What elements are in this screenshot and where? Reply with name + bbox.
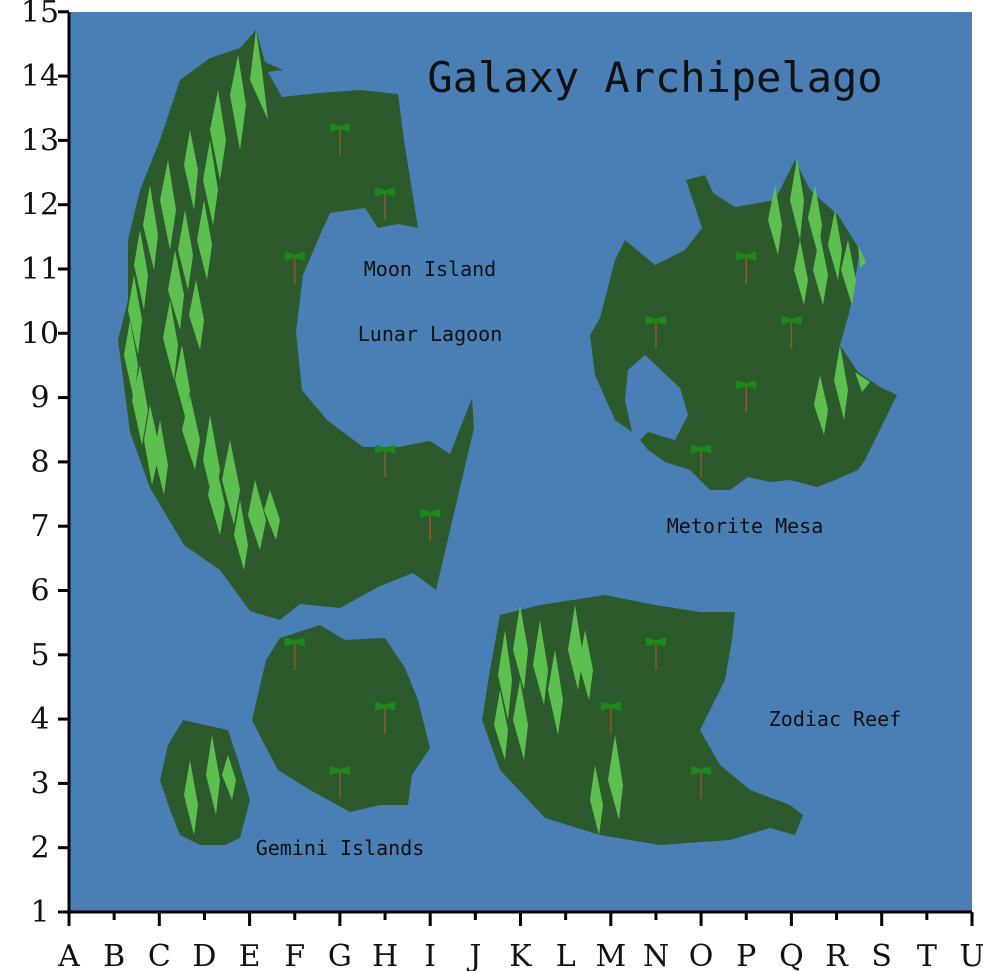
y-tick-label: 14 [21, 59, 59, 94]
x-tick-label: O [689, 939, 714, 971]
palm-tree-icon [735, 380, 757, 413]
y-tick-label: 3 [30, 766, 49, 801]
x-tick-label: R [825, 939, 849, 971]
gemini-island-west [160, 720, 250, 845]
x-tick-label: A [57, 939, 80, 971]
map-title: Galaxy Archipelago [427, 53, 882, 102]
palm-tree-icon [690, 766, 712, 799]
palm-tree-icon [645, 316, 667, 349]
y-tick-label: 7 [30, 509, 49, 544]
y-tick-label: 15 [21, 0, 59, 30]
y-tick-label: 4 [30, 702, 49, 737]
x-tick-label: B [103, 939, 125, 971]
palm-tree-icon [780, 316, 802, 349]
y-tick-label: 5 [30, 638, 49, 673]
palm-tree-icon [645, 637, 667, 670]
palm-tree-icon [284, 251, 306, 285]
y-tick-label: 1 [30, 895, 49, 930]
x-tick-label: K [509, 939, 532, 971]
label-metorite-mesa: Metorite Mesa [667, 514, 824, 538]
palm-tree-icon [329, 766, 351, 799]
palm-tree-icon [284, 637, 306, 670]
label-lunar-lagoon: Lunar Lagoon [358, 322, 503, 346]
y-tick-label: 10 [21, 316, 59, 351]
y-tick-label: 13 [21, 123, 59, 158]
x-tick-label: Q [779, 939, 804, 971]
x-tick-label: N [643, 939, 669, 971]
label-moon-island: Moon Island [364, 257, 496, 281]
gemini-island-east [252, 625, 430, 812]
x-tick-label: G [328, 939, 352, 971]
palm-trees [284, 123, 802, 799]
x-tick-label: J [466, 939, 481, 971]
label-gemini-islands: Gemini Islands [256, 836, 425, 860]
x-tick-label: M [595, 939, 626, 971]
y-tick-label: 8 [30, 445, 49, 480]
x-tick-label: P [736, 939, 756, 971]
x-tick-label: H [372, 939, 398, 971]
x-tick-label: F [284, 939, 305, 971]
x-tick-label: D [192, 939, 216, 971]
x-tick-label: I [424, 939, 436, 971]
forest-spikes [124, 30, 870, 835]
palm-tree-icon [735, 251, 757, 285]
palm-tree-icon [690, 444, 712, 478]
y-tick-label: 2 [30, 831, 49, 866]
zodiac-reef [482, 595, 803, 845]
y-tick-label: 9 [30, 381, 49, 416]
label-zodiac-reef: Zodiac Reef [769, 707, 901, 731]
x-tick-label: S [871, 939, 892, 971]
x-tick-label: L [556, 939, 576, 971]
x-tick-label: U [959, 939, 983, 971]
palm-tree-icon [329, 123, 351, 156]
palm-tree-icon [374, 444, 396, 478]
x-tick-label: T [917, 939, 937, 971]
palm-tree-icon [419, 508, 441, 542]
x-tick-label: C [148, 939, 171, 971]
y-tick-label: 11 [21, 252, 59, 287]
palm-tree-icon [374, 701, 396, 735]
y-tick-label: 6 [30, 574, 49, 609]
palm-tree-icon [374, 187, 396, 220]
palm-tree-icon [600, 701, 622, 735]
y-tick-label: 12 [21, 188, 59, 223]
x-tick-label: E [239, 939, 261, 971]
